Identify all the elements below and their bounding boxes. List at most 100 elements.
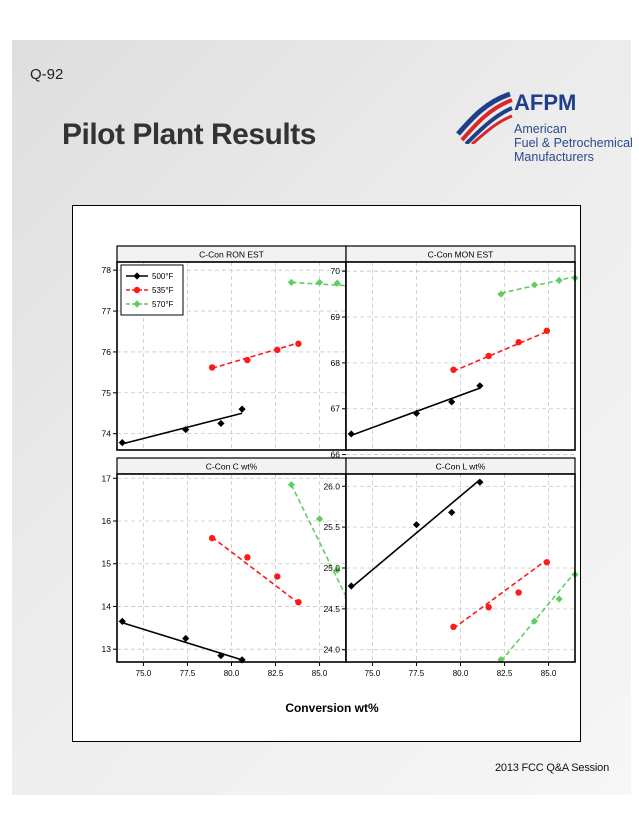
legend-label: 570°F <box>152 300 174 309</box>
fit-line <box>211 536 299 604</box>
y-tick-label: 25.0 <box>323 563 340 573</box>
slide-footer: 2013 FCC Q&A Session <box>495 762 610 774</box>
data-point <box>182 634 190 643</box>
legend-label: 500°F <box>152 272 174 281</box>
slide-title: Pilot Plant Results <box>62 118 316 151</box>
x-tick-label: 80.0 <box>224 669 240 678</box>
data-point <box>555 595 563 603</box>
panel-title: C-Con RON EST <box>199 250 264 260</box>
y-tick-label: 24.5 <box>323 604 340 614</box>
data-point <box>555 276 563 284</box>
y-tick-label: 67 <box>331 404 341 414</box>
y-tick-label: 24.0 <box>323 645 340 655</box>
series <box>208 534 302 606</box>
data-point <box>118 439 126 447</box>
data-point <box>476 382 484 390</box>
data-point <box>295 598 302 606</box>
y-tick-label: 15 <box>102 559 112 569</box>
data-point <box>450 623 457 631</box>
series <box>347 478 484 590</box>
panel-4: C-Con L wt% 24.0 24.5 25.0 25.5 26.0 75.0 77.5 8… <box>323 457 579 678</box>
fit-line <box>350 479 481 589</box>
panel-title: C-Con L wt% <box>436 462 486 472</box>
data-point <box>530 617 539 625</box>
panel-3: C-Con C wt% 13 14 15 16 17 75.0 77.5 80.0 82.5 85.… <box>102 457 352 678</box>
x-tick-label: 82.5 <box>497 669 513 678</box>
data-point <box>485 604 492 611</box>
logo-line-3: Manufacturers <box>514 150 594 164</box>
data-point <box>287 278 295 287</box>
data-point <box>295 340 302 347</box>
data-point <box>118 617 126 626</box>
x-tick-label: 77.5 <box>180 669 196 678</box>
fit-line <box>211 342 299 370</box>
data-point <box>485 352 492 360</box>
data-point <box>208 534 216 542</box>
x-tick-label: 85.0 <box>312 669 328 678</box>
y-tick-label: 66 <box>331 450 341 460</box>
panel-border <box>345 261 576 451</box>
afpm-logo: AFPM American Fuel & Petrochemical Manuf… <box>452 86 633 182</box>
series <box>347 382 484 438</box>
panel-border <box>345 473 576 663</box>
data-point <box>448 508 456 517</box>
data-point <box>515 589 522 596</box>
y-tick-label: 16 <box>102 516 112 526</box>
panel-2: C-Con MON EST 66 67 68 69 70 <box>331 245 579 460</box>
logo-line-2: Fuel & Petrochemical <box>514 136 633 150</box>
x-tick-label: 75.0 <box>365 669 381 678</box>
panel-title: C-Con MON EST <box>428 250 494 260</box>
x-tick-label: 80.0 <box>453 669 469 678</box>
y-tick-label: 75 <box>102 388 112 398</box>
data-point <box>244 356 251 364</box>
x-axis-label: Conversion wt% <box>285 701 379 715</box>
data-point <box>450 366 457 373</box>
fit-line <box>453 330 548 372</box>
y-tick-label: 76 <box>102 347 112 357</box>
y-tick-label: 78 <box>102 265 112 275</box>
chart-canvas: C-Con RON EST 74 75 76 77 78 C-Con MON EST 66 67… <box>102 245 579 715</box>
series <box>450 327 551 373</box>
y-tick-label: 70 <box>331 266 341 276</box>
y-tick-label: 25.5 <box>323 522 340 532</box>
data-point <box>543 327 551 334</box>
logo-wordmark: AFPM <box>514 90 577 115</box>
fit-line <box>122 412 243 445</box>
y-tick-label: 17 <box>102 473 112 483</box>
fit-line <box>500 571 576 662</box>
legend-marker <box>133 272 141 280</box>
data-point <box>274 573 281 580</box>
chart-frame: C-Con RON EST 74 75 76 77 78 C-Con MON EST 66 67… <box>72 205 581 742</box>
legend-marker <box>133 286 141 294</box>
legend-marker <box>133 300 141 308</box>
panel-title: C-Con C wt% <box>206 462 258 472</box>
data-point <box>238 405 246 413</box>
fit-line <box>500 275 576 294</box>
legend-label: 535°F <box>152 286 174 295</box>
series <box>450 559 551 631</box>
data-point <box>274 346 281 354</box>
y-tick-label: 68 <box>331 358 341 368</box>
y-tick-label: 74 <box>102 429 112 439</box>
series <box>208 340 302 371</box>
y-tick-label: 13 <box>102 644 112 654</box>
data-point <box>347 582 355 590</box>
fit-line <box>452 559 548 630</box>
flag-stripes-icon <box>456 91 513 144</box>
data-point <box>476 478 484 486</box>
data-point <box>543 559 551 566</box>
fit-line <box>290 484 349 601</box>
data-point <box>412 409 421 417</box>
logo-line-1: American <box>514 122 567 136</box>
data-point <box>515 339 522 346</box>
y-tick-label: 77 <box>102 306 112 316</box>
x-tick-label: 82.5 <box>268 669 284 678</box>
data-point <box>244 554 251 561</box>
data-point <box>333 566 341 574</box>
y-tick-label: 14 <box>102 601 112 611</box>
data-point <box>412 521 421 529</box>
data-point <box>347 430 355 438</box>
x-tick-label: 77.5 <box>409 669 425 678</box>
x-tick-label: 75.0 <box>136 669 152 678</box>
slide-number: Q-92 <box>30 66 64 83</box>
